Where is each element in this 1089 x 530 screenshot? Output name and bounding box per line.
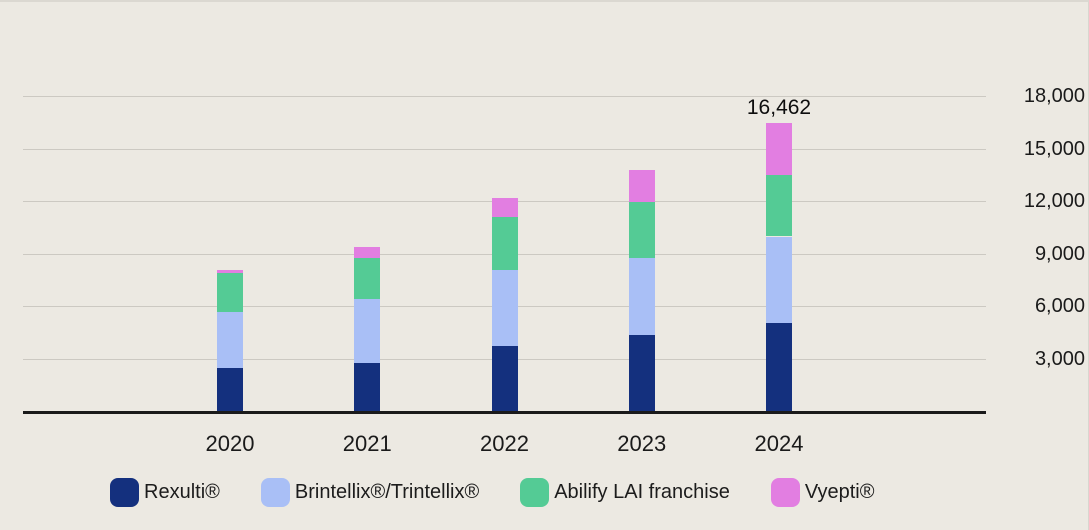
y-axis-tick-label: 9,000 xyxy=(1034,242,1085,265)
bar-total-label-2024: 16,462 xyxy=(746,95,812,119)
y-axis-tick-label: 3,000 xyxy=(1034,347,1085,370)
bar-segment-abilify-lai-franchise-2022 xyxy=(491,217,518,270)
bar-segment-brintellix-trintellix-2021 xyxy=(354,298,381,363)
x-axis-line xyxy=(23,411,986,414)
bar-segment-rexulti-2023 xyxy=(628,334,655,411)
bar-segment-rexulti-2024 xyxy=(766,323,792,411)
legend-swatch-icon xyxy=(110,478,139,507)
bar-segment-vyepti-2021 xyxy=(354,247,381,258)
x-axis-tick-label: 2021 xyxy=(342,431,392,456)
legend-swatch-icon xyxy=(520,478,550,507)
bar-segment-rexulti-2022 xyxy=(491,345,518,411)
gridline xyxy=(23,96,986,97)
bar-segment-vyepti-2023 xyxy=(628,170,655,203)
x-axis-tick-label: 2022 xyxy=(480,431,529,456)
bar-segment-brintellix-trintellix-2023 xyxy=(628,257,655,335)
legend-label: Rexulti® xyxy=(144,481,220,503)
y-axis-tick-label: 6,000 xyxy=(1034,295,1085,317)
gridline xyxy=(23,148,986,150)
legend-label: Brintellix®/Trintellix® xyxy=(294,481,480,503)
bar-segment-abilify-lai-franchise-2024 xyxy=(766,174,792,237)
bar-segment-rexulti-2020 xyxy=(217,367,243,411)
legend-item-brintellix-trintellix: Brintellix®/Trintellix® xyxy=(260,478,480,507)
bar-segment-vyepti-2020 xyxy=(217,270,243,273)
y-axis-tick-label: 18,000 xyxy=(1023,85,1085,107)
bar-segment-vyepti-2022 xyxy=(491,198,518,218)
legend-label: Vyepti® xyxy=(804,481,875,503)
bar-segment-brintellix-trintellix-2020 xyxy=(217,312,243,368)
x-axis-tick-label: 2024 xyxy=(754,431,804,456)
legend-label: Abilify LAI franchise xyxy=(554,481,730,503)
y-axis-tick-label: 12,000 xyxy=(1023,190,1085,212)
bar-segment-abilify-lai-franchise-2020 xyxy=(217,272,243,313)
bar-segment-vyepti-2024 xyxy=(766,122,792,175)
bar-segment-rexulti-2021 xyxy=(354,362,381,411)
x-axis-tick-label: 2020 xyxy=(205,431,255,456)
y-axis-tick-label: 15,000 xyxy=(1023,137,1085,160)
legend-swatch-icon xyxy=(260,478,290,507)
bar-segment-abilify-lai-franchise-2023 xyxy=(628,202,655,258)
legend-item-rexulti: Rexulti® xyxy=(110,478,220,507)
bar-segment-brintellix-trintellix-2024 xyxy=(766,236,792,324)
chart-legend: Rexulti® Brintellix®/Trintellix® Abilify L… xyxy=(110,478,874,507)
bar-segment-brintellix-trintellix-2022 xyxy=(491,269,518,346)
legend-item-vyepti: Vyepti® xyxy=(770,478,875,507)
legend-swatch-icon xyxy=(770,478,800,507)
legend-item-abilify-lai-franchise: Abilify LAI franchise xyxy=(520,478,730,507)
x-axis-tick-label: 2023 xyxy=(617,431,667,456)
bar-segment-abilify-lai-franchise-2021 xyxy=(354,257,381,299)
